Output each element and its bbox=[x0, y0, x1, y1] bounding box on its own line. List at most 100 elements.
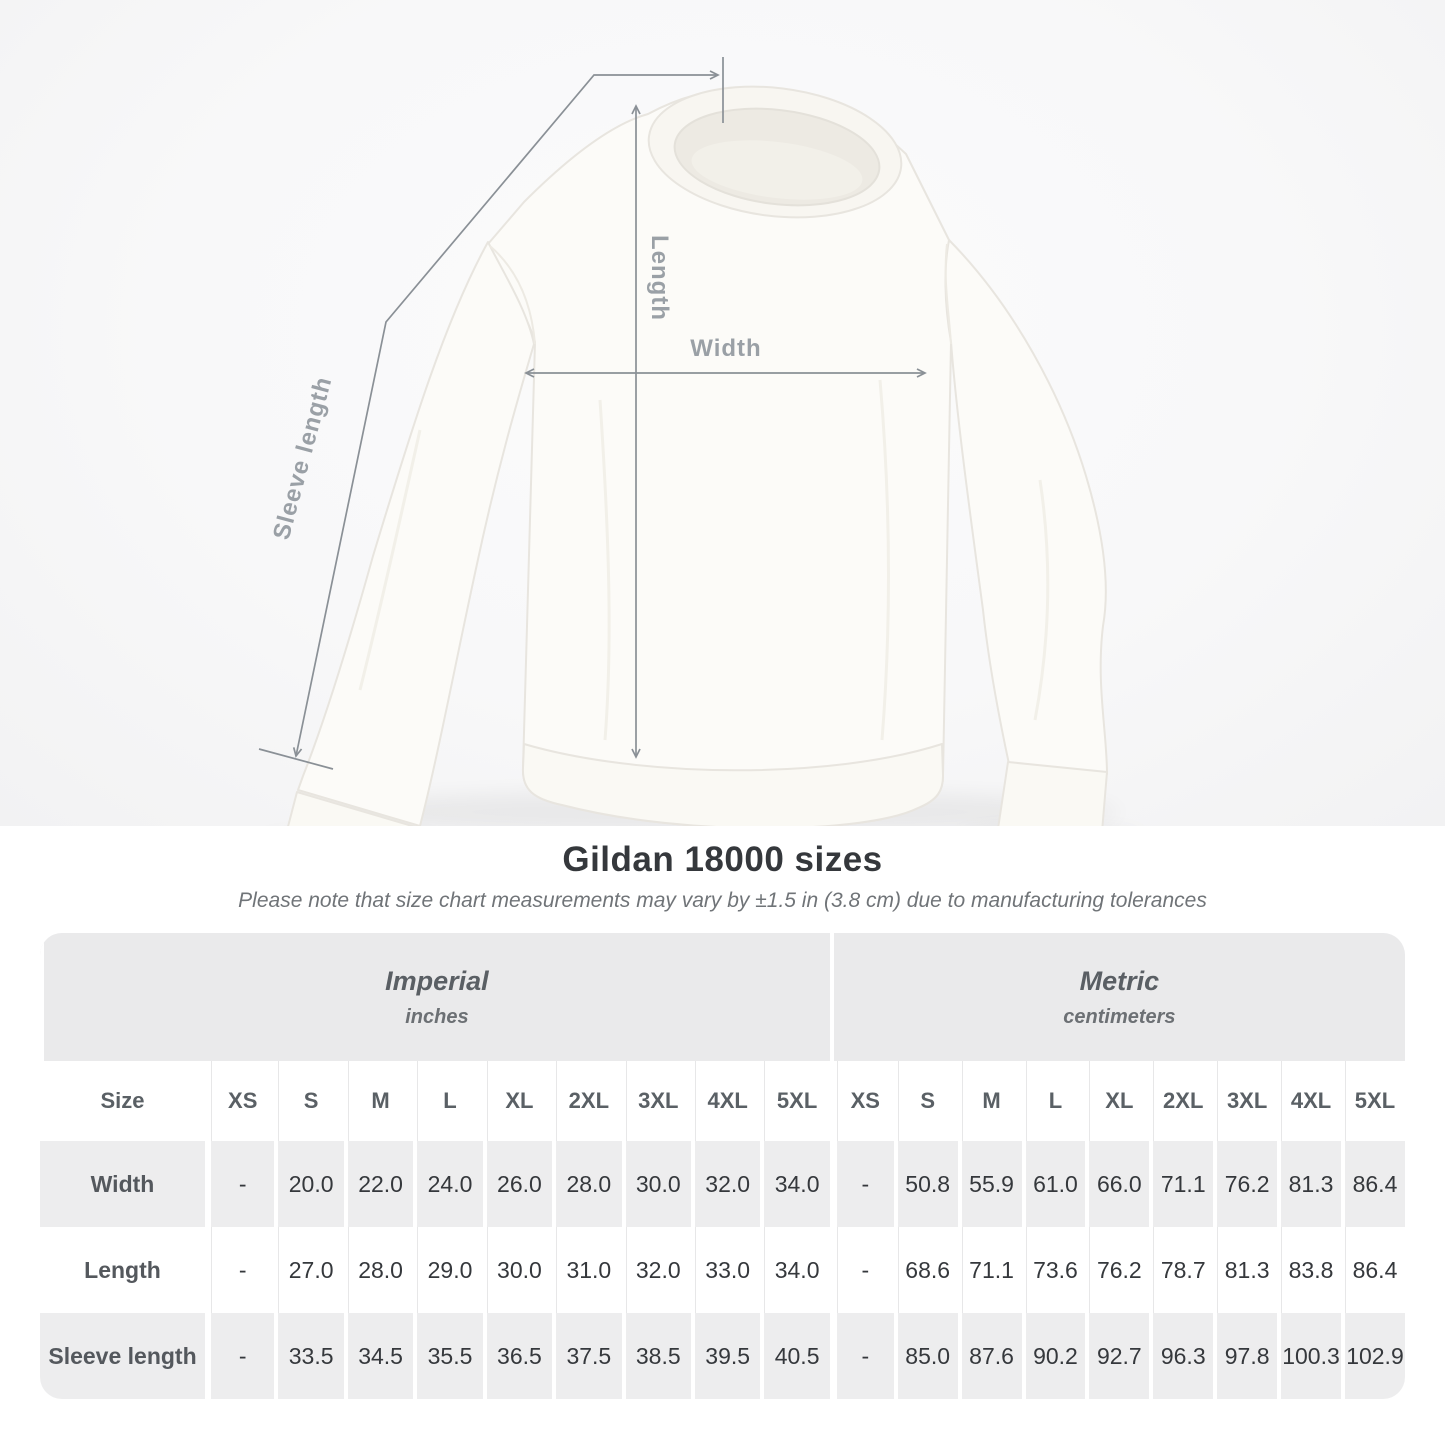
table-cell-imperial: 30.0 bbox=[621, 1141, 691, 1227]
metric-label: Metric bbox=[1079, 965, 1160, 996]
table-cell-metric: 76.2 bbox=[1085, 1227, 1150, 1313]
table-cell-imperial: 38.5 bbox=[621, 1313, 691, 1399]
metric-band: Metric centimeters bbox=[829, 933, 1405, 1061]
table-cell-imperial: 37.5 bbox=[552, 1313, 622, 1399]
table-row: Sleeve length -33.5 34.5 35.5 36.5 37.5 38.5 39… bbox=[40, 1313, 1405, 1399]
size-header-row: Size XS S M L XL 2XL 3XL 4XL 5XL XS S M L XL 2XL 3XL 4XL 5… bbox=[40, 1061, 1405, 1141]
right-sleeve bbox=[944, 239, 1108, 775]
table-cell-metric: - bbox=[829, 1141, 894, 1227]
table-cell-imperial: 28.0 bbox=[552, 1141, 622, 1227]
size-col-header-metric: XS bbox=[829, 1061, 894, 1141]
imperial-band: Imperial inches bbox=[40, 933, 830, 1061]
size-col-header-metric: 5XL bbox=[1340, 1061, 1405, 1141]
table-cell-imperial: 32.0 bbox=[621, 1227, 691, 1313]
table-cell-imperial: 22.0 bbox=[343, 1141, 414, 1227]
table-cell-metric: 87.6 bbox=[957, 1313, 1022, 1399]
table-cell-imperial: 28.0 bbox=[343, 1227, 414, 1313]
sweatshirt-illustration bbox=[287, 85, 1108, 826]
product-photo: Length Width Sleeve length bbox=[0, 0, 1445, 826]
table-cell-imperial: - bbox=[205, 1313, 275, 1399]
table-cell-metric: 85.0 bbox=[893, 1313, 958, 1399]
tolerance-note: Please note that size chart measurements… bbox=[238, 889, 1207, 912]
right-cuff bbox=[997, 761, 1108, 826]
size-col-header-imperial: 3XL bbox=[621, 1061, 691, 1141]
table-cell-metric: 68.6 bbox=[893, 1227, 958, 1313]
table-cell-imperial: 33.0 bbox=[690, 1227, 761, 1313]
unit-band-row: Imperial inches Metric centimeters bbox=[40, 933, 1405, 1061]
table-cell-imperial: 29.0 bbox=[413, 1227, 483, 1313]
size-col-header-metric: M bbox=[957, 1061, 1022, 1141]
table-cell-imperial: 33.5 bbox=[274, 1313, 344, 1399]
measurement-arrows bbox=[258, 57, 927, 770]
left-cuff bbox=[287, 791, 416, 826]
cuff-reference-tick bbox=[258, 748, 334, 770]
table-cell-metric: 86.4 bbox=[1340, 1141, 1405, 1227]
table-cell-metric: 100.3 bbox=[1277, 1313, 1341, 1399]
table-cell-metric: 86.4 bbox=[1340, 1227, 1405, 1313]
table-cell-metric: 92.7 bbox=[1085, 1313, 1150, 1399]
size-col-header-metric: L bbox=[1021, 1061, 1086, 1141]
size-col-header-imperial: 2XL bbox=[552, 1061, 622, 1141]
table-cell-metric: 96.3 bbox=[1149, 1313, 1214, 1399]
size-col-header-imperial: 5XL bbox=[760, 1061, 830, 1141]
table-cell-imperial: 36.5 bbox=[482, 1313, 553, 1399]
table-cell-metric: 50.8 bbox=[893, 1141, 958, 1227]
table-cell-metric: 73.6 bbox=[1021, 1227, 1086, 1313]
table-cell-imperial: 31.0 bbox=[552, 1227, 622, 1313]
size-col-header-metric: 2XL bbox=[1149, 1061, 1214, 1141]
table-cell-metric: 71.1 bbox=[957, 1227, 1022, 1313]
imperial-label: Imperial bbox=[385, 965, 489, 996]
table-cell-imperial: 34.0 bbox=[760, 1141, 830, 1227]
table-cell-imperial: 40.5 bbox=[760, 1313, 830, 1399]
table-cell-imperial: 34.5 bbox=[343, 1313, 414, 1399]
size-col-header-imperial: L bbox=[413, 1061, 483, 1141]
size-corner-header: Size bbox=[40, 1061, 206, 1141]
caption-block: Gildan 18000 sizes Please note that size… bbox=[0, 840, 1445, 913]
table-cell-imperial: - bbox=[205, 1141, 275, 1227]
table-cell-metric: 61.0 bbox=[1021, 1141, 1086, 1227]
table-cell-metric: 76.2 bbox=[1213, 1141, 1278, 1227]
row-label: Width bbox=[40, 1141, 206, 1227]
size-table-container: Imperial inches Metric centimeters Size X… bbox=[40, 933, 1405, 1399]
table-cell-imperial: 27.0 bbox=[274, 1227, 344, 1313]
hem-ribbing bbox=[521, 743, 944, 826]
size-col-header-metric: 3XL bbox=[1213, 1061, 1278, 1141]
size-col-header-metric: XL bbox=[1085, 1061, 1150, 1141]
sweatshirt-diagram: Length Width Sleeve length bbox=[258, 57, 1120, 826]
size-col-header-imperial: S bbox=[274, 1061, 344, 1141]
table-cell-metric: 97.8 bbox=[1213, 1313, 1278, 1399]
table-cell-metric: - bbox=[829, 1313, 894, 1399]
page-title: Gildan 18000 sizes bbox=[562, 840, 883, 879]
size-col-header-imperial: XL bbox=[482, 1061, 553, 1141]
table-cell-metric: - bbox=[829, 1227, 894, 1313]
size-table: Imperial inches Metric centimeters Size X… bbox=[40, 933, 1405, 1399]
table-cell-metric: 83.8 bbox=[1277, 1227, 1341, 1313]
table-cell-metric: 90.2 bbox=[1021, 1313, 1086, 1399]
table-cell-metric: 81.3 bbox=[1277, 1141, 1341, 1227]
table-row: Length -27.0 28.0 29.0 30.0 31.0 32.0 33.0 34.0-… bbox=[40, 1227, 1405, 1313]
table-cell-imperial: 24.0 bbox=[413, 1141, 483, 1227]
table-cell-imperial: 35.5 bbox=[413, 1313, 483, 1399]
table-cell-metric: 78.7 bbox=[1149, 1227, 1214, 1313]
size-col-header-imperial: XS bbox=[205, 1061, 275, 1141]
size-table-body: Width -20.0 22.0 24.0 26.0 28.0 30.0 32.0 34.0-5… bbox=[40, 1141, 1405, 1399]
size-col-header-imperial: 4XL bbox=[690, 1061, 761, 1141]
left-sleeve bbox=[297, 241, 535, 826]
table-cell-metric: 102.9 bbox=[1340, 1313, 1405, 1399]
length-label: Length bbox=[646, 235, 673, 321]
size-col-header-metric: S bbox=[893, 1061, 958, 1141]
width-label: Width bbox=[690, 335, 761, 362]
sleeve-length-label: Sleeve length bbox=[268, 374, 337, 543]
table-cell-metric: 81.3 bbox=[1213, 1227, 1278, 1313]
table-cell-imperial: 26.0 bbox=[482, 1141, 553, 1227]
table-cell-imperial: 20.0 bbox=[274, 1141, 344, 1227]
table-cell-metric: 55.9 bbox=[957, 1141, 1022, 1227]
row-label: Length bbox=[40, 1227, 206, 1313]
table-cell-metric: 71.1 bbox=[1149, 1141, 1214, 1227]
table-cell-metric: 66.0 bbox=[1085, 1141, 1150, 1227]
imperial-sublabel: inches bbox=[405, 1005, 469, 1028]
row-label: Sleeve length bbox=[40, 1313, 206, 1399]
metric-sublabel: centimeters bbox=[1063, 1005, 1176, 1028]
table-cell-imperial: 39.5 bbox=[690, 1313, 761, 1399]
